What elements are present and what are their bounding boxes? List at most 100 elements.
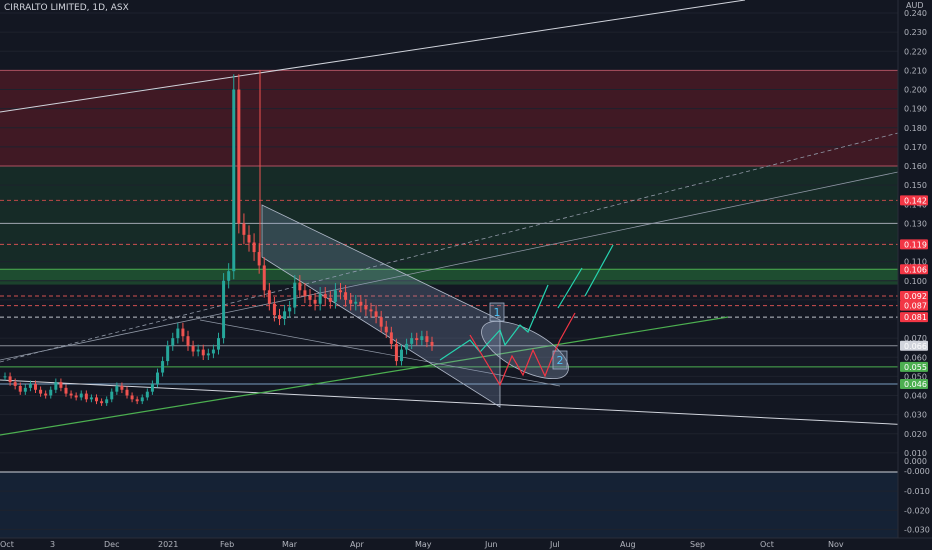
price-tag (900, 312, 928, 323)
x-tick-label: Mar (282, 540, 298, 549)
candle-body (369, 309, 373, 312)
candle-body (84, 393, 88, 400)
price-tag (900, 291, 928, 302)
candle-body (313, 299, 317, 304)
price-tag-label: 0.106 (904, 265, 927, 274)
candle-body (49, 389, 53, 396)
x-tick-label: Sep (690, 540, 705, 549)
candle-body (211, 349, 215, 354)
price-tag-label: 0.087 (904, 302, 927, 311)
projection-green-2 (557, 267, 583, 309)
candle-body (120, 385, 124, 390)
price-tag (900, 361, 928, 372)
candle-body (191, 345, 195, 352)
candle-body (349, 299, 353, 304)
candle-body (359, 301, 363, 306)
projection-green (439, 284, 549, 361)
candle-body (303, 290, 307, 297)
annotation-box (552, 350, 568, 370)
annotation-label: 2 (557, 354, 564, 367)
plot-bg (0, 0, 898, 550)
candle-body (13, 382, 17, 386)
candle-body (344, 292, 348, 300)
y-tick-label: 0.180 (904, 124, 927, 133)
candle-body (59, 382, 63, 388)
y-tick-label: 0.000 (904, 457, 927, 466)
candle-body (222, 280, 226, 339)
x-tick-label: Dec (104, 540, 119, 549)
candle-body (333, 290, 337, 302)
candle-body (252, 242, 256, 253)
candle-body (288, 307, 292, 312)
annotation-box (489, 302, 505, 322)
y-tick-label: -0.030 (904, 525, 930, 534)
candle-body (140, 397, 144, 402)
price-tag-label: 0.046 (904, 380, 927, 389)
y-tick-label: 0.240 (904, 9, 927, 18)
x-tick-label: 2021 (158, 540, 178, 549)
candle-body (257, 252, 261, 266)
candle-body (28, 384, 32, 388)
x-tick-label: Jun (484, 540, 498, 549)
x-tick-label: Feb (220, 540, 234, 549)
price-tag-label: 0.142 (904, 196, 927, 205)
candle-body (384, 326, 388, 333)
candle-body (430, 341, 434, 346)
candle-body (161, 361, 165, 373)
x-tick-label: May (415, 540, 432, 549)
price-tag-label: 0.066 (904, 342, 927, 351)
candle-body (267, 290, 271, 304)
candle-body (425, 336, 429, 342)
candle-body (364, 305, 368, 310)
price-tag-label: 0.055 (904, 363, 927, 372)
candle-body (201, 349, 205, 356)
candle-body (242, 223, 246, 235)
y-tick-label: 0.110 (904, 258, 927, 267)
candle-body (110, 391, 114, 400)
candle-body (100, 401, 104, 404)
red-zone (0, 70, 898, 166)
green-band (0, 269, 898, 285)
candle-body (298, 282, 302, 291)
candle-body (206, 353, 210, 356)
candle-body (410, 338, 414, 344)
candle-body (389, 332, 393, 344)
y-tick-label: 0.230 (904, 28, 927, 37)
y-tick-label: 0.050 (904, 372, 927, 381)
candle-body (379, 317, 383, 327)
candle-body (166, 345, 170, 362)
y-tick-label: 0.060 (904, 353, 927, 362)
time-axis-bg (0, 538, 932, 550)
y-tick-label: -0.010 (904, 487, 930, 496)
candle-body (171, 338, 175, 346)
candle-body (105, 399, 109, 404)
candle-body (79, 393, 83, 398)
candle-body (405, 343, 409, 350)
trendline-dashed (0, 132, 899, 363)
candle-body (69, 393, 73, 396)
price-tag (900, 264, 928, 275)
candle-body (272, 303, 276, 316)
candle-body (135, 399, 139, 402)
y-tick-label: 0.040 (904, 392, 927, 401)
candle-body (54, 382, 58, 390)
candle-body (186, 336, 190, 346)
candle-body (278, 315, 281, 319)
candle-body (39, 389, 43, 394)
candle-body (34, 384, 37, 390)
y-tick-label: 0.150 (904, 181, 927, 190)
candle-body (196, 349, 200, 352)
candle-body (176, 328, 180, 339)
candle-body (354, 301, 358, 304)
y-tick-label: 0.010 (904, 449, 927, 458)
candle-body (339, 290, 342, 293)
price-tag (900, 239, 928, 250)
price-tag-label: 0.119 (904, 240, 927, 249)
y-tick-label: 0.210 (904, 66, 927, 75)
candle-body (115, 385, 119, 392)
price-tag-label: 0.092 (904, 292, 927, 301)
consolidation-ellipse (481, 320, 569, 380)
price-axis-bg (898, 0, 932, 550)
